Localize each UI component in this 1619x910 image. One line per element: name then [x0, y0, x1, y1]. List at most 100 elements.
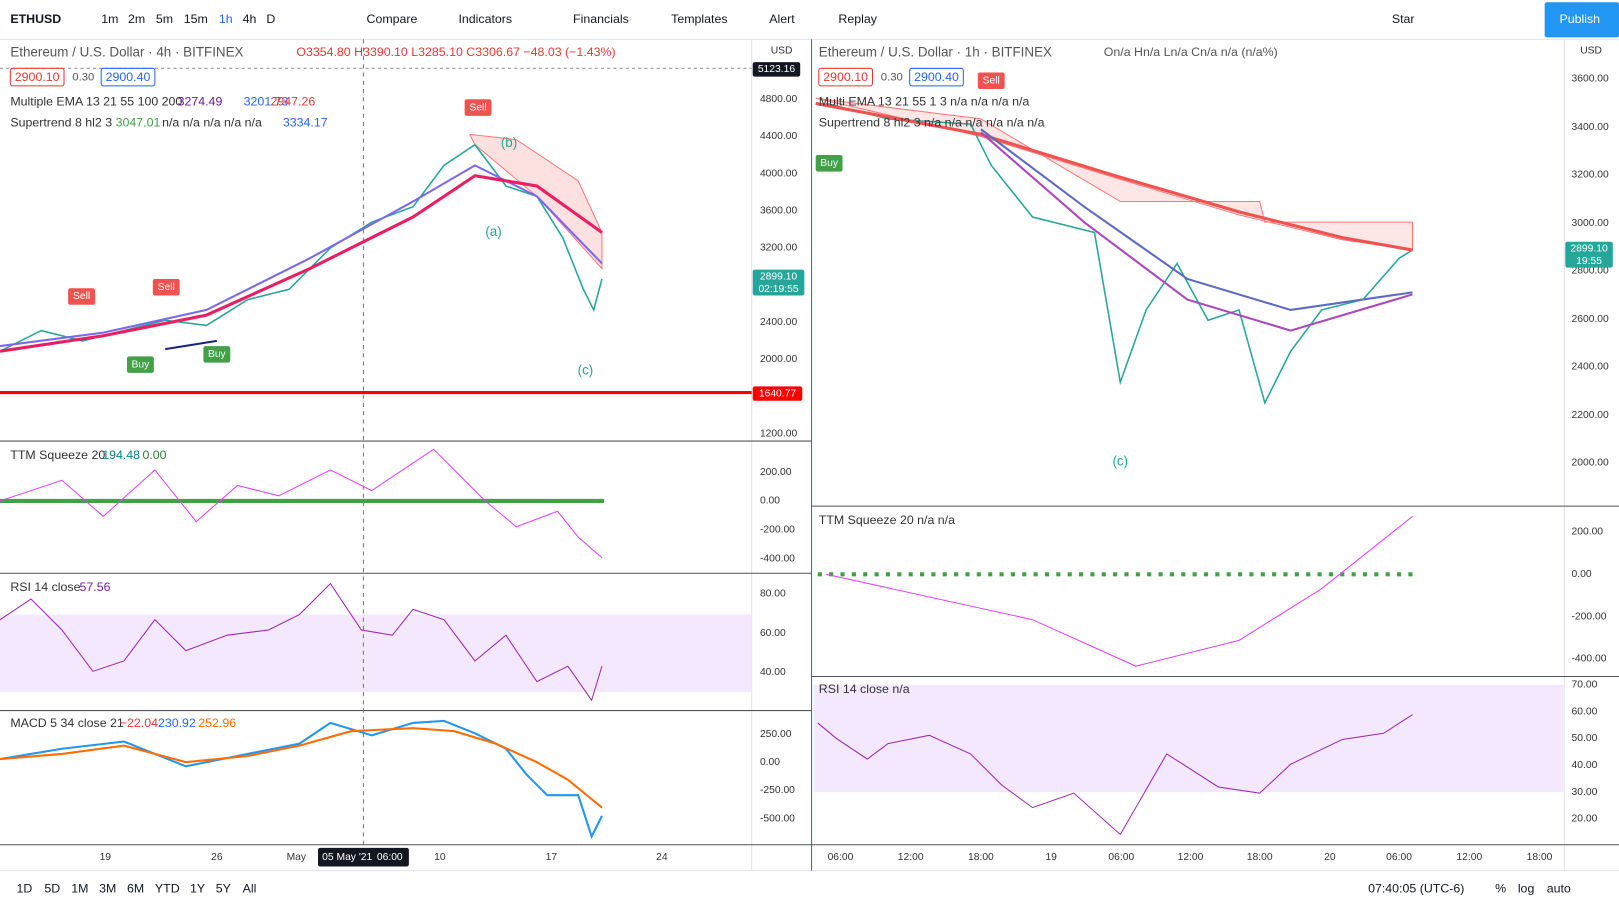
price-tag: 2899.10 — [1570, 244, 1608, 255]
interval-button[interactable]: 2m — [128, 12, 145, 26]
signal: Buy — [208, 349, 227, 360]
range-button[interactable]: YTD — [155, 881, 180, 895]
interval-button[interactable]: 15m — [184, 12, 208, 26]
signal: Buy — [132, 359, 151, 370]
indicator-value: 3047.01 — [116, 115, 161, 129]
y-tick-label: 1200.00 — [760, 429, 798, 440]
interval-button[interactable]: 1h — [219, 12, 233, 26]
currency: USD — [1580, 45, 1602, 56]
wave-label: (c) — [578, 362, 594, 377]
range-button[interactable]: 1Y — [190, 881, 205, 895]
label-box — [752, 62, 801, 77]
label-box — [752, 386, 803, 401]
label-box — [1544, 2, 1619, 38]
toolbar-button[interactable]: Alert — [769, 12, 795, 26]
ohlc: On/a Hn/a Ln/a Cn/a n/a (n/a%) — [1104, 45, 1278, 59]
x-tick-label: 20 — [1324, 852, 1336, 863]
toolbar-button[interactable]: Indicators — [458, 12, 512, 26]
x-tick-label: May — [287, 852, 307, 863]
x-tick-label: 10 — [434, 852, 446, 863]
indicator-value: 252.96 — [198, 716, 236, 730]
range-button[interactable]: 6M — [127, 881, 144, 895]
toolbar-button[interactable]: Templates — [671, 12, 727, 26]
rsi-band — [813, 684, 1565, 793]
range-button[interactable]: 5Y — [216, 881, 231, 895]
y-tick-label: -400.00 — [1572, 654, 1607, 665]
y-tick-label: -200.00 — [760, 525, 795, 536]
price-tag: 5123.16 — [758, 64, 796, 75]
indicator-label: TTM Squeeze 20 n/a n/a — [819, 513, 955, 527]
label-box — [318, 847, 409, 867]
toolbar-button[interactable]: Financials — [573, 12, 629, 26]
toolbar-button[interactable]: Replay — [838, 12, 877, 26]
y-tick-label: 80.00 — [760, 589, 786, 600]
interval-button[interactable]: 5m — [156, 12, 173, 26]
indicator-value: 2947.26 — [271, 95, 316, 109]
label-box — [152, 278, 180, 296]
symbol[interactable]: ETHUSD — [10, 12, 61, 26]
y-tick-label: 0.00 — [760, 757, 780, 768]
countdown: 19:55 — [1576, 256, 1602, 267]
indicator-value: n/a n/a n/a n/a n/a — [162, 115, 262, 129]
publish-button[interactable]: Publish — [1559, 12, 1600, 26]
y-tick-label: 250.00 — [760, 729, 792, 740]
y-tick-label: 70.00 — [1572, 679, 1598, 690]
range-button[interactable]: 1D — [17, 881, 33, 895]
label-box — [203, 346, 231, 363]
range-button[interactable]: 3M — [99, 881, 116, 895]
signal: Sell — [983, 75, 1000, 86]
scale-option[interactable]: % — [1495, 881, 1506, 895]
label-box — [752, 269, 805, 296]
scale-option[interactable]: auto — [1547, 881, 1571, 895]
range-button[interactable]: 5D — [44, 881, 60, 895]
range-button[interactable]: All — [243, 881, 257, 895]
indicator-value: 3334.17 — [283, 115, 328, 129]
ohlc: O3354.80 H3390.10 L3285.10 C3306.67 −48.… — [296, 45, 615, 59]
x-tick-label: 18:00 — [968, 852, 994, 863]
y-tick-label: 3600.00 — [760, 206, 798, 217]
x-tick-label: 12:00 — [898, 852, 924, 863]
interval-button[interactable]: D — [266, 12, 275, 26]
label-box — [815, 155, 843, 172]
y-tick-label: 0.00 — [1572, 569, 1592, 580]
interval-button[interactable]: 1m — [101, 12, 118, 26]
x-tick-label: 17 — [546, 852, 558, 863]
indicator-label: Multi EMA 13 21 55 1 3 n/a n/a n/a n/a — [819, 95, 1030, 109]
toolbar-button[interactable]: Star — [1392, 12, 1415, 26]
ask: 2900.40 — [106, 70, 151, 84]
y-tick-label: 200.00 — [760, 467, 792, 478]
y-tick-label: 4800.00 — [760, 94, 798, 105]
y-tick-label: 20.00 — [1572, 814, 1598, 825]
currency: USD — [771, 45, 793, 56]
ask: 2900.40 — [914, 70, 959, 84]
pane-header: Ethereum / U.S. Dollar · 1h · BITFINEX — [819, 44, 1052, 59]
indicator-value: 57.56 — [80, 580, 111, 594]
rsi-band — [0, 614, 752, 692]
y-tick-label: 50.00 — [1572, 733, 1598, 744]
crosshair-time: 06:00 — [377, 852, 403, 863]
y-tick-label: 40.00 — [760, 667, 786, 678]
signal: Sell — [469, 102, 486, 113]
x-tick-label: 18:00 — [1247, 852, 1273, 863]
y-tick-label: 2400.00 — [760, 317, 798, 328]
label-box — [464, 99, 492, 116]
toolbar-button[interactable]: Compare — [367, 12, 418, 26]
left-drawing — [0, 133, 605, 840]
indicator-label: Supertrend 8 hl2 3 — [10, 115, 112, 129]
price-tag: 2899.10 — [760, 272, 798, 283]
scale-option[interactable]: log — [1518, 881, 1535, 895]
label-box — [9, 67, 65, 87]
interval-button[interactable]: 4h — [243, 12, 257, 26]
label-box — [68, 288, 95, 305]
range-button[interactable]: 1M — [71, 881, 88, 895]
pane-header: Ethereum / U.S. Dollar · 4h · BITFINEX — [10, 44, 243, 59]
label-box — [1565, 241, 1613, 268]
x-tick-label: 19 — [100, 852, 112, 863]
y-tick-label: -400.00 — [760, 553, 795, 564]
label-box — [818, 67, 874, 87]
indicator-label: Multiple EMA 13 21 55 100 200 — [10, 95, 182, 109]
clock: 07:40:05 (UTC-6) — [1368, 881, 1464, 895]
x-tick-label: 06:00 — [1386, 852, 1412, 863]
